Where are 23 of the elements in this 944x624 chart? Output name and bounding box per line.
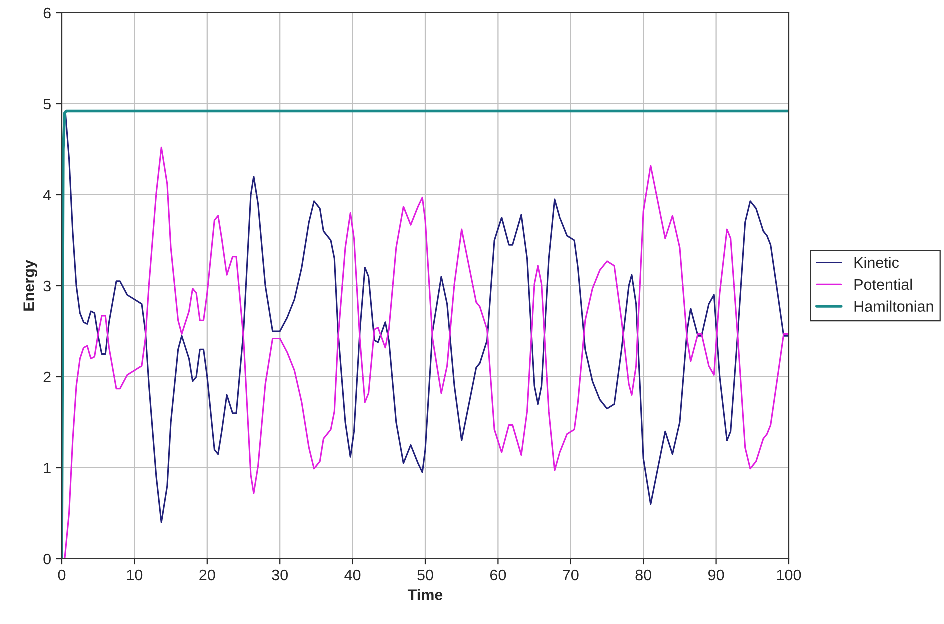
x-tick-label: 70 [563, 570, 579, 581]
legend-label: Kinetic [854, 257, 900, 268]
x-tick-label: 50 [418, 570, 434, 581]
y-tick-label: 0 [44, 554, 51, 565]
x-tick-label: 80 [636, 570, 652, 581]
x-tick-label: 90 [708, 570, 724, 581]
y-tick-label: 3 [44, 280, 51, 292]
x-tick-label: 20 [200, 570, 216, 581]
y-tick-label: 2 [44, 372, 51, 383]
x-tick-label: 10 [127, 570, 143, 581]
x-tick-label: 0 [58, 570, 66, 581]
legend-label: Hamiltonian [854, 300, 934, 312]
y-axis-title: Energy [24, 260, 38, 311]
x-tick-label: 40 [344, 570, 361, 581]
x-tick-label: 60 [490, 570, 506, 581]
y-tick-label: 5 [44, 99, 51, 110]
x-tick-label: 100 [777, 570, 802, 581]
legend-label: Potential [854, 278, 912, 290]
y-tick-label: 6 [44, 8, 51, 19]
y-tick-label: 4 [43, 190, 52, 201]
x-axis-title: Time [408, 589, 443, 600]
x-tick-label: 30 [272, 570, 288, 581]
y-tick-label: 1 [44, 463, 51, 474]
